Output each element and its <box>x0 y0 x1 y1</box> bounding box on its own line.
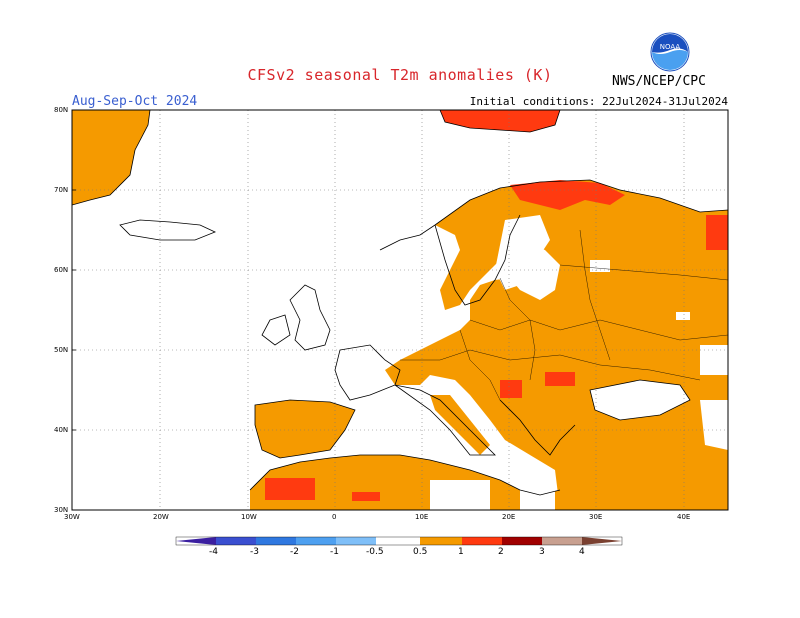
lat-label-40n: 40N <box>54 426 69 434</box>
colorbar <box>175 536 623 546</box>
lat-label-70n: 70N <box>54 186 69 194</box>
colorbar-label: 0.5 <box>413 547 428 557</box>
lon-label-10w: 10W <box>241 513 257 521</box>
colorbar-label: -1 <box>330 547 339 557</box>
colorbar-tri-left <box>176 537 216 545</box>
lat-label-30n: 30N <box>54 506 69 514</box>
colorbar-seg-1 <box>216 537 256 545</box>
northern-europe-anomaly <box>385 180 728 510</box>
morocco-red-anomaly <box>265 478 315 500</box>
noaa-logo-icon: NOAA <box>650 32 690 72</box>
coastlines <box>72 110 728 496</box>
colorbar-label: -3 <box>250 547 259 557</box>
lon-label-30w: 30W <box>64 513 80 521</box>
colorbar-seg-9 <box>542 537 582 545</box>
turkey-anomaly <box>565 428 715 470</box>
colorbar-label: 4 <box>579 547 585 557</box>
baltic-white <box>495 215 550 290</box>
lon-label-40e: 40E <box>677 513 691 521</box>
arctic-red-anomaly <box>440 110 560 132</box>
organization-label: NWS/NCEP/CPC <box>612 74 706 89</box>
lat-ticks <box>72 109 76 511</box>
russia-red-anomaly <box>706 215 728 250</box>
colorbar-label: 3 <box>539 547 545 557</box>
white-patch-1 <box>590 260 610 272</box>
colorbar-seg-4 <box>336 537 376 545</box>
colorbar-seg-6 <box>420 537 462 545</box>
colorbar-label: 1 <box>458 547 464 557</box>
colorbar-seg-5 <box>376 537 420 545</box>
initial-conditions-label: Initial conditions: 22Jul2024-31Jul2024 <box>469 95 728 108</box>
graticule <box>72 110 728 510</box>
map-title: CFSv2 seasonal T2m anomalies (K) <box>247 66 553 84</box>
colorbar-seg-7 <box>462 537 502 545</box>
lon-label-20e: 20E <box>502 513 516 521</box>
colorbar-label: -2 <box>290 547 299 557</box>
country-borders <box>400 229 728 401</box>
greenland-anomaly <box>72 110 150 205</box>
colorbar-label: 2 <box>498 547 504 557</box>
lat-label-80n: 80N <box>54 106 69 114</box>
white-patch-3 <box>700 345 728 375</box>
black-sea-white <box>590 380 690 420</box>
libya-white <box>430 480 490 510</box>
iberia-anomaly <box>255 400 355 458</box>
colorbar-seg-3 <box>296 537 336 545</box>
season-label: Aug-Sep-Oct 2024 <box>72 94 198 109</box>
colorbar-tri-right <box>582 537 622 545</box>
colorbar-seg-2 <box>256 537 296 545</box>
colorbar-label: -0.5 <box>366 547 384 557</box>
lat-label-60n: 60N <box>54 266 69 274</box>
italy-anomaly <box>430 395 490 455</box>
lon-label-0: 0 <box>332 513 337 521</box>
lon-label-30e: 30E <box>589 513 603 521</box>
caspian-white <box>700 400 728 450</box>
map-frame <box>71 109 729 511</box>
balkan-red-anomaly <box>500 380 522 398</box>
lon-label-10e: 10E <box>415 513 429 521</box>
white-patch-2 <box>676 312 690 320</box>
colorbar-seg-8 <box>502 537 542 545</box>
logo-text: NOAA <box>660 43 681 51</box>
ukraine-red-anomaly <box>545 372 575 386</box>
lon-label-20w: 20W <box>153 513 169 521</box>
algeria-red-anomaly <box>352 492 380 501</box>
lapland-red-anomaly <box>510 180 625 210</box>
lat-label-50n: 50N <box>54 346 69 354</box>
colorbar-label: -4 <box>209 547 218 557</box>
